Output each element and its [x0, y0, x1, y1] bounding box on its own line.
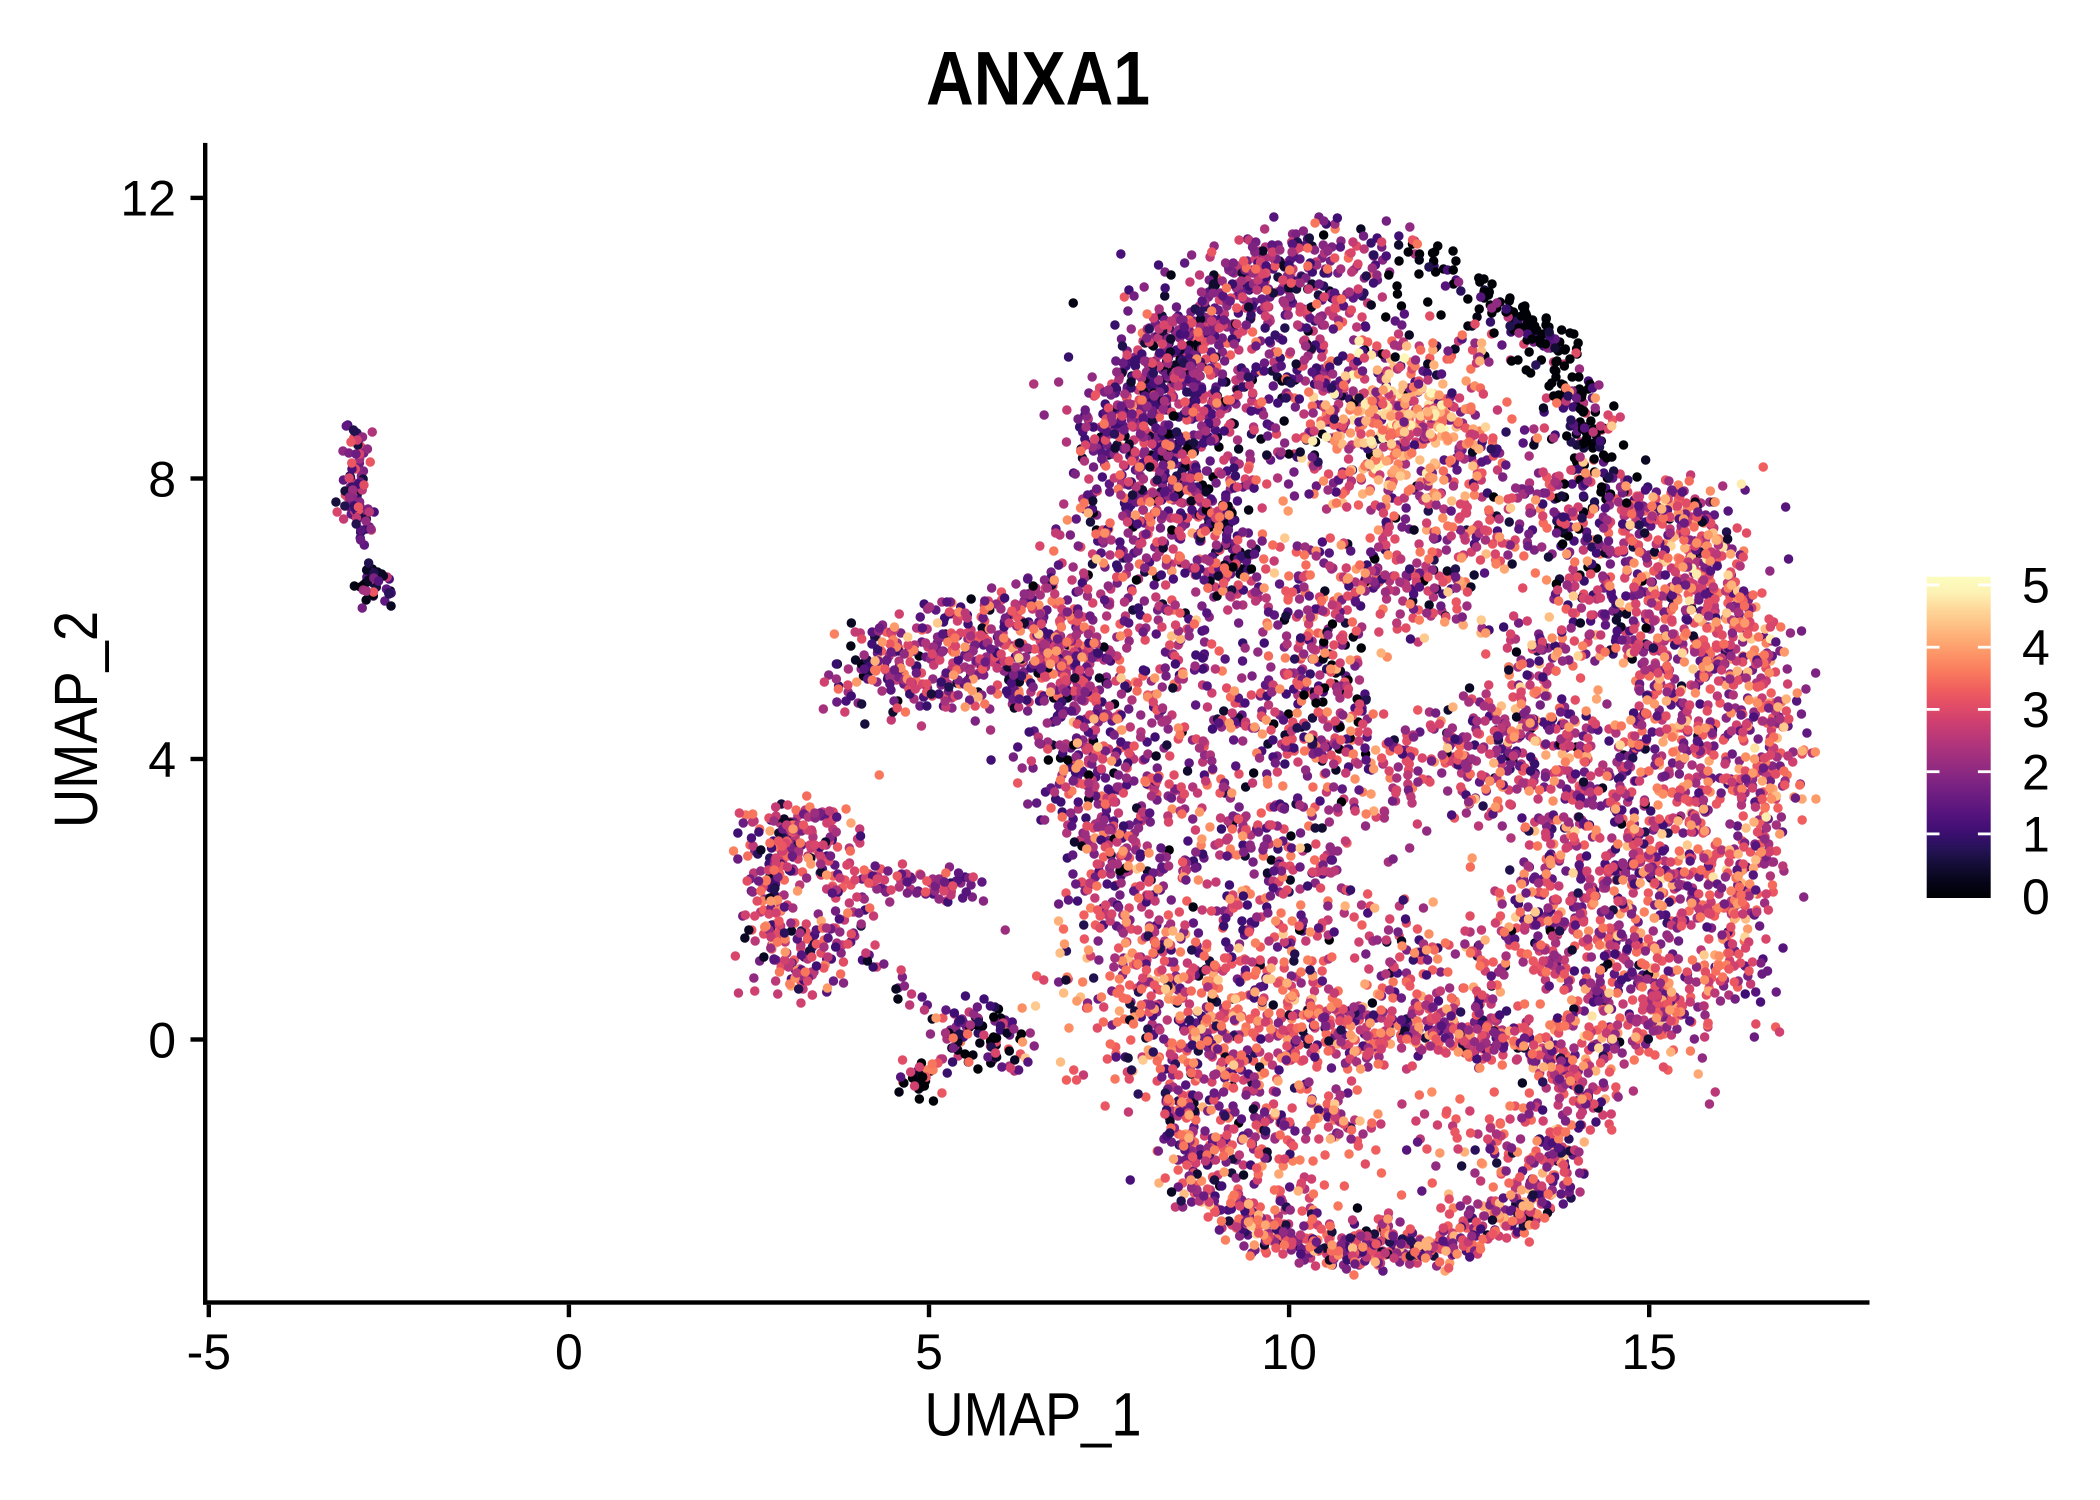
svg-text:12: 12	[120, 171, 176, 227]
svg-text:UMAP_2: UMAP_2	[42, 611, 110, 828]
svg-text:15: 15	[1621, 1324, 1677, 1380]
svg-text:4: 4	[148, 732, 176, 788]
svg-text:ANXA1: ANXA1	[926, 37, 1150, 122]
svg-text:UMAP_1: UMAP_1	[925, 1381, 1142, 1449]
svg-text:8: 8	[148, 451, 176, 507]
svg-text:2: 2	[2022, 745, 2050, 801]
svg-text:0: 0	[148, 1012, 176, 1068]
svg-text:5: 5	[915, 1324, 943, 1380]
svg-text:0: 0	[2022, 869, 2050, 925]
svg-text:0: 0	[555, 1324, 583, 1380]
svg-text:3: 3	[2022, 682, 2050, 738]
svg-text:-5: -5	[187, 1324, 231, 1380]
svg-text:1: 1	[2022, 807, 2050, 863]
svg-text:4: 4	[2022, 620, 2050, 676]
svg-text:5: 5	[2022, 558, 2050, 614]
svg-text:10: 10	[1261, 1324, 1317, 1380]
